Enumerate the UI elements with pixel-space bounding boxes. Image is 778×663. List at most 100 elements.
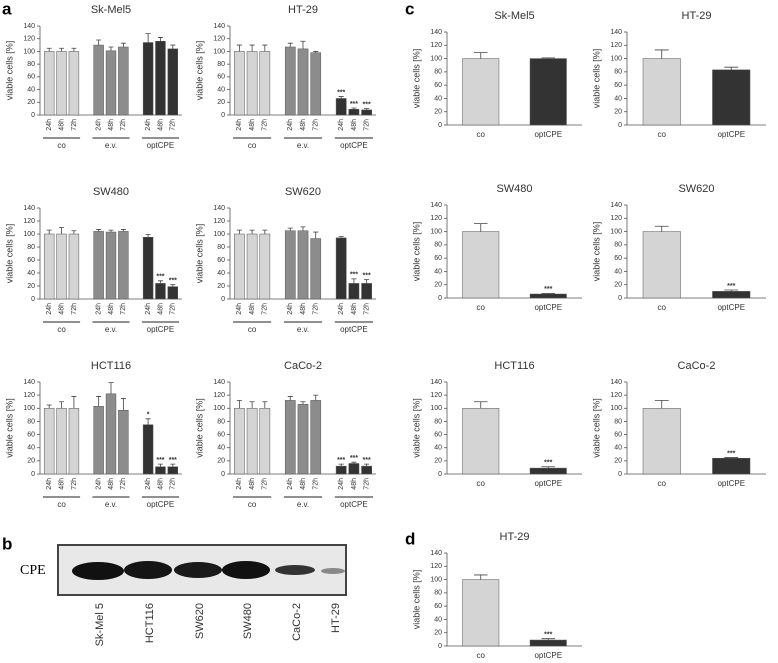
bar [93, 231, 104, 300]
x-tick-label: 72h [71, 119, 78, 131]
y-tick-label: 80 [614, 69, 622, 76]
significance: *** [156, 457, 164, 464]
bar-chart: SW620 viable cells [%] 0 20 40 60 80 100 120 140 c… [591, 183, 766, 312]
y-tick-label: 140 [430, 379, 442, 386]
bar [142, 424, 154, 475]
y-tick-label: 120 [610, 42, 622, 49]
error-bar [338, 236, 344, 238]
x-tick-label: co [477, 651, 486, 660]
error-bar [474, 52, 488, 59]
chart-title: HT-29 [500, 531, 530, 543]
y-tick-label: 40 [434, 616, 442, 623]
error-bar [236, 400, 242, 409]
x-tick-label: 24h [145, 119, 152, 131]
error-bar [287, 396, 293, 401]
bar [297, 48, 309, 116]
x-tick-label: 24h [236, 119, 243, 131]
y-tick-label: 140 [430, 202, 442, 209]
y-tick-label: 80 [217, 418, 225, 425]
bar [105, 231, 117, 300]
error-bar [351, 461, 357, 464]
x-tick-label: 48h [300, 478, 307, 490]
y-tick-label: 60 [434, 431, 442, 438]
x-tick-label: 72h [313, 303, 320, 315]
x-tick-label: 48h [58, 119, 65, 131]
group-label: optCPE [147, 325, 175, 334]
bar-chart: HT-29 viable cells [%] 0 20 40 60 80 100 120 140 c… [591, 10, 766, 139]
x-tick-label: 24h [287, 303, 294, 315]
x-tick-label: 72h [170, 119, 177, 131]
x-tick-label: 72h [262, 478, 269, 490]
bar [68, 408, 80, 475]
y-tick-label: 140 [213, 23, 225, 30]
significance: *** [544, 286, 552, 293]
y-tick-label: 60 [217, 431, 225, 438]
significance: *** [363, 272, 371, 279]
y-axis-label: viable cells [%] [194, 224, 204, 284]
y-tick-label: 80 [27, 418, 35, 425]
x-tick-label: optCPE [534, 651, 562, 660]
x-tick-label: optCPE [534, 130, 562, 139]
bar [361, 283, 372, 300]
x-tick-label: 48h [108, 478, 115, 490]
error-bar [145, 33, 151, 43]
error-bar [300, 40, 306, 49]
band [174, 562, 222, 578]
group-label: optCPE [147, 500, 175, 509]
x-tick-label: 24h [95, 119, 102, 131]
y-tick-label: 100 [430, 576, 442, 583]
bar [155, 41, 166, 116]
band [72, 562, 124, 580]
y-tick-label: 80 [217, 61, 225, 68]
bar [246, 233, 258, 300]
bar [43, 408, 55, 475]
error-bar [724, 457, 739, 459]
x-tick-label: 72h [120, 303, 127, 315]
significance: *** [727, 450, 735, 457]
bar [167, 286, 179, 300]
bar [462, 408, 500, 475]
y-tick-label: 40 [614, 445, 622, 452]
x-tick-label: optCPE [717, 479, 745, 488]
error-bar [170, 463, 176, 467]
error-bar [654, 400, 669, 409]
x-tick-label: 48h [157, 119, 164, 131]
group-label: e.v. [297, 325, 309, 334]
error-bar [71, 230, 77, 234]
significance: *** [350, 272, 358, 279]
panel-letter: c [405, 0, 414, 18]
bar-chart: SW480 viable cells [%] 0 20 40 60 80 100 120 140 c… [411, 183, 582, 312]
bar [56, 51, 67, 116]
error-bar [46, 404, 52, 409]
y-tick-label: 60 [217, 74, 225, 81]
y-tick-label: 20 [217, 99, 225, 106]
y-tick-label: 0 [221, 471, 225, 478]
blot-label: CPE [20, 563, 46, 578]
chart-title: SW620 [285, 186, 321, 198]
x-tick-label: 72h [120, 478, 127, 490]
bar-chart: SW620 viable cells [%] 0 20 40 60 80 100 120 140 2… [194, 186, 376, 334]
group-label: co [248, 141, 257, 150]
error-bar [170, 44, 176, 49]
x-tick-label: 72h [120, 119, 127, 131]
y-axis-label: viable cells [%] [411, 222, 421, 282]
y-tick-label: 0 [31, 112, 35, 119]
y-tick-label: 100 [430, 228, 442, 235]
y-tick-label: 140 [23, 379, 35, 386]
bar [348, 463, 360, 475]
error-bar [46, 47, 52, 52]
lane-label: Sk-Mel 5 [94, 603, 106, 646]
error-bar [541, 466, 555, 469]
error-bar [262, 44, 268, 52]
y-tick-label: 0 [618, 122, 622, 129]
bar [246, 51, 258, 116]
bar [68, 233, 80, 300]
x-tick-label: 48h [300, 303, 307, 315]
bar [234, 233, 245, 300]
error-bar [654, 49, 669, 59]
error-bar [724, 66, 739, 70]
y-tick-label: 60 [27, 431, 35, 438]
group-label: optCPE [340, 141, 368, 150]
error-bar [654, 225, 669, 232]
